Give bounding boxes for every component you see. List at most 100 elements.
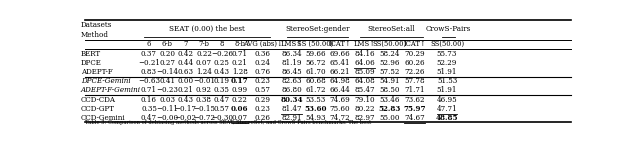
- Text: 66.21: 66.21: [330, 68, 350, 76]
- Text: SS (50.00): SS (50.00): [298, 40, 333, 48]
- Text: 0.06: 0.06: [231, 105, 248, 113]
- Text: Table 3: Comparison of debiasing methods across SEAT, StereoSet, and CrowS-Pairs: Table 3: Comparison of debiasing methods…: [85, 120, 371, 125]
- Text: 0.99: 0.99: [232, 86, 248, 94]
- Text: 82.91: 82.91: [282, 114, 302, 122]
- Text: 0.37: 0.37: [141, 50, 157, 58]
- Text: 86.45: 86.45: [282, 68, 302, 76]
- Text: 0.44: 0.44: [177, 59, 193, 67]
- Text: ADEPT-F: ADEPT-F: [81, 68, 113, 76]
- Text: 53.53: 53.53: [305, 96, 326, 104]
- Text: −0.72: −0.72: [193, 114, 215, 122]
- Text: 0.42: 0.42: [177, 50, 193, 58]
- Text: 7: 7: [183, 40, 188, 48]
- Text: 75.60: 75.60: [330, 105, 350, 113]
- Text: 61.72: 61.72: [305, 86, 326, 94]
- Text: 81.19: 81.19: [282, 59, 302, 67]
- Text: −0.14: −0.14: [156, 68, 179, 76]
- Text: 0.29: 0.29: [255, 96, 271, 104]
- Text: 85.47: 85.47: [355, 86, 375, 94]
- Text: 82.97: 82.97: [355, 114, 375, 122]
- Text: 75.97: 75.97: [404, 105, 426, 113]
- Text: 56.72: 56.72: [305, 59, 326, 67]
- Text: 69.66: 69.66: [330, 50, 350, 58]
- Text: 54.91: 54.91: [380, 77, 400, 85]
- Text: 0.41: 0.41: [159, 77, 175, 85]
- Text: StereoSet:all: StereoSet:all: [367, 25, 415, 33]
- Text: 0.19: 0.19: [214, 77, 230, 85]
- Text: 0.25: 0.25: [214, 59, 230, 67]
- Text: 0.07: 0.07: [232, 114, 248, 122]
- Text: 57.78: 57.78: [404, 77, 425, 85]
- Text: 80.22: 80.22: [355, 105, 375, 113]
- Text: 59.66: 59.66: [305, 50, 326, 58]
- Text: 84.16: 84.16: [355, 50, 375, 58]
- Text: −0.63: −0.63: [138, 77, 160, 85]
- Text: 0.71: 0.71: [232, 50, 248, 58]
- Text: Datasets: Datasets: [81, 21, 113, 29]
- Text: −0.15: −0.15: [193, 105, 215, 113]
- Text: −0.30: −0.30: [211, 114, 233, 122]
- Text: 60.68: 60.68: [305, 77, 326, 85]
- Text: 1.24: 1.24: [196, 68, 212, 76]
- Text: 51.91: 51.91: [437, 86, 457, 94]
- Text: CrowS-Pairs: CrowS-Pairs: [426, 25, 471, 33]
- Text: −0.11: −0.11: [156, 105, 178, 113]
- Text: −0.17: −0.17: [174, 105, 196, 113]
- Text: 0.57: 0.57: [255, 86, 271, 94]
- Text: 8-b: 8-b: [234, 40, 245, 48]
- Text: 53.60: 53.60: [305, 105, 327, 113]
- Text: 0.23: 0.23: [255, 105, 271, 113]
- Text: −0.01: −0.01: [193, 77, 215, 85]
- Text: −0.02: −0.02: [174, 114, 196, 122]
- Text: 74.67: 74.67: [404, 114, 425, 122]
- Text: 0.38: 0.38: [196, 96, 212, 104]
- Text: 51.53: 51.53: [437, 77, 457, 85]
- Text: 85.09: 85.09: [355, 68, 375, 76]
- Text: CCD-Gemini: CCD-Gemini: [81, 114, 125, 122]
- Text: 0.57: 0.57: [214, 105, 230, 113]
- Text: SS(50.00): SS(50.00): [430, 40, 464, 48]
- Text: 55.00: 55.00: [380, 114, 400, 122]
- Text: 58.24: 58.24: [380, 50, 400, 58]
- Text: 0.43: 0.43: [177, 96, 193, 104]
- Text: 71.71: 71.71: [404, 86, 425, 94]
- Text: ICAT↑: ICAT↑: [403, 40, 426, 48]
- Text: 0.17: 0.17: [231, 77, 248, 85]
- Text: LMS↑: LMS↑: [281, 40, 303, 48]
- Text: 0.47: 0.47: [141, 114, 157, 122]
- Text: 0.36: 0.36: [255, 50, 271, 58]
- Text: 60.26: 60.26: [404, 59, 425, 67]
- Text: DPCE: DPCE: [81, 59, 102, 67]
- Text: 0.27: 0.27: [159, 59, 175, 67]
- Text: 79.10: 79.10: [355, 96, 375, 104]
- Text: 6-b: 6-b: [162, 40, 173, 48]
- Text: 82.63: 82.63: [282, 77, 302, 85]
- Text: 8: 8: [220, 40, 224, 48]
- Text: 0.22: 0.22: [232, 96, 248, 104]
- Text: 64.08: 64.08: [355, 77, 375, 85]
- Text: 81.47: 81.47: [282, 105, 302, 113]
- Text: 0.23: 0.23: [255, 77, 271, 85]
- Text: ICAT↑: ICAT↑: [328, 40, 351, 48]
- Text: 0.35: 0.35: [141, 105, 157, 113]
- Text: 66.44: 66.44: [330, 86, 350, 94]
- Text: 0.92: 0.92: [196, 86, 212, 94]
- Text: DPCE-Gemini: DPCE-Gemini: [81, 77, 131, 85]
- Text: 52.29: 52.29: [437, 59, 457, 67]
- Text: CCD-CDA: CCD-CDA: [81, 96, 116, 104]
- Text: 0.03: 0.03: [159, 96, 175, 104]
- Text: ADEPT-F-Gemini: ADEPT-F-Gemini: [81, 86, 141, 94]
- Text: 0.00: 0.00: [177, 77, 193, 85]
- Text: 80.34: 80.34: [280, 96, 303, 104]
- Text: StereoSet:gender: StereoSet:gender: [285, 25, 349, 33]
- Text: 65.41: 65.41: [330, 59, 350, 67]
- Text: Method: Method: [81, 31, 109, 39]
- Text: 61.70: 61.70: [305, 68, 326, 76]
- Text: 58.50: 58.50: [380, 86, 400, 94]
- Text: 74.69: 74.69: [330, 96, 350, 104]
- Text: 57.52: 57.52: [380, 68, 400, 76]
- Text: 0.43: 0.43: [214, 68, 230, 76]
- Text: 1.28: 1.28: [232, 68, 248, 76]
- Text: 7-b: 7-b: [198, 40, 209, 48]
- Text: 70.29: 70.29: [404, 50, 425, 58]
